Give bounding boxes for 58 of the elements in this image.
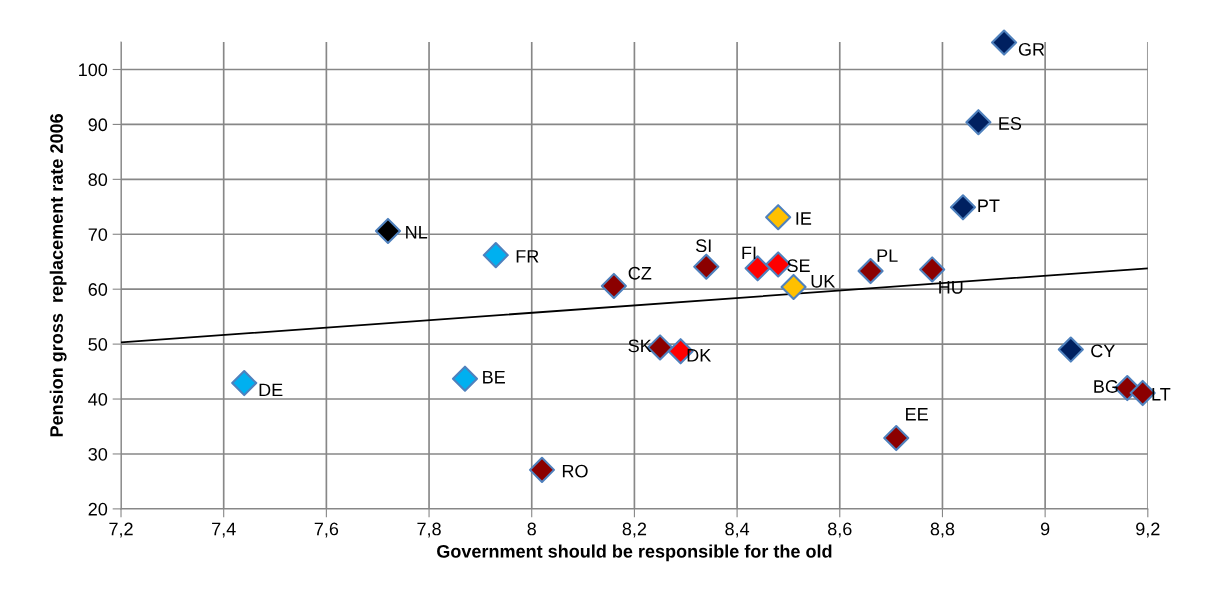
point [780, 273, 807, 301]
y-tick-label: 20 [88, 502, 108, 516]
series-label: EE [906, 408, 928, 421]
point [919, 256, 946, 283]
x-tick-label: 8,6 [828, 522, 852, 538]
x-tick-label: 9,2 [1136, 522, 1160, 538]
y-tick-label: 50 [88, 338, 108, 351]
series-label: SK [628, 339, 652, 353]
y-tick-label: 90 [88, 118, 108, 132]
series-label: ES [999, 117, 1022, 130]
x-tick-label: 8,8 [930, 522, 955, 538]
x-tick-label: 7,2 [109, 522, 133, 538]
series-label: SE [787, 259, 810, 273]
x-axis-title: Government should be responsible for the old [437, 544, 832, 562]
y-tick-label: 60 [88, 283, 108, 296]
x-tick-label: 7,6 [314, 522, 339, 538]
point [949, 194, 977, 221]
y-tick-label: 100 [79, 63, 108, 77]
x-tick-label: 7,4 [212, 522, 236, 538]
x-tick-label: 8,4 [725, 522, 750, 538]
point [1057, 336, 1084, 363]
x-tick-label: 9 [1040, 522, 1050, 536]
series-label: FR [516, 250, 539, 263]
series-label: FI [742, 246, 756, 260]
x-tick-label: 8,2 [622, 522, 647, 538]
x-tick-label: 7,8 [417, 522, 441, 538]
series-label: SI [696, 239, 711, 253]
y-tick-label: 30 [88, 447, 108, 461]
series-label: BG [1094, 380, 1118, 393]
point [990, 29, 1018, 56]
point [600, 272, 627, 299]
point [528, 456, 556, 483]
point [231, 370, 258, 397]
point [693, 253, 720, 280]
series-label: GR [1018, 42, 1045, 56]
series-label: PL [877, 249, 898, 262]
y-tick-label: 40 [88, 392, 108, 406]
point [965, 109, 992, 136]
series-label: IE [796, 212, 812, 225]
series-label: NL [406, 225, 428, 239]
y-axis-title: Pension gross replacement rate 2006 [49, 114, 67, 437]
point [451, 365, 479, 392]
series-label: RO [562, 464, 588, 478]
series-label: DK [687, 349, 712, 362]
series-label: PT [978, 199, 1000, 213]
series-label: CZ [628, 266, 652, 280]
x-tick-label: 8 [527, 522, 536, 536]
point [482, 242, 509, 269]
point [374, 217, 402, 245]
series-label: UK [811, 275, 836, 288]
point [883, 424, 910, 452]
series-label: CY [1091, 344, 1115, 358]
series-label: DE [259, 383, 283, 397]
y-tick-label: 70 [88, 228, 108, 241]
series-label: BE [483, 370, 505, 384]
y-tick-label: 80 [88, 173, 108, 187]
point [765, 204, 792, 231]
series-label: LT [1152, 388, 1171, 401]
